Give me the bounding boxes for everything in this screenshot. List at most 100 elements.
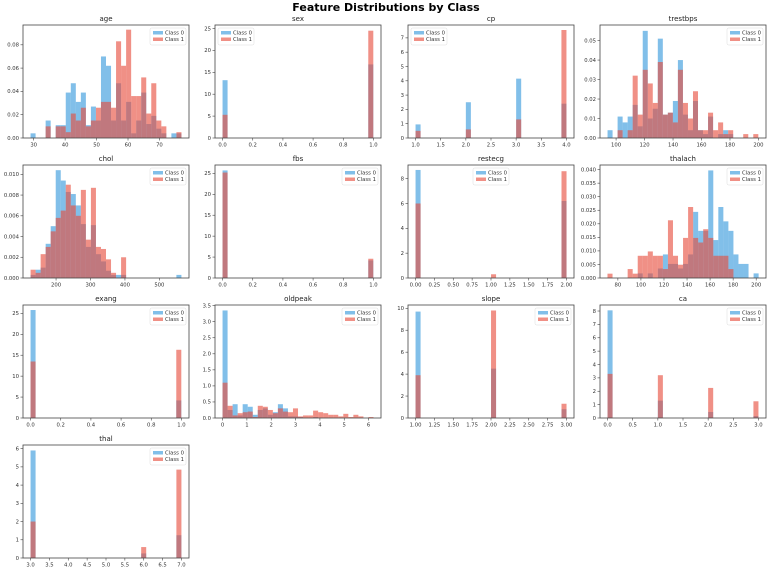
legend-label: Class 0 — [488, 170, 508, 176]
bar-class1 — [176, 469, 182, 558]
legend-label: Class 0 — [742, 30, 762, 36]
x-tick-label: 0.25 — [429, 283, 441, 289]
bar-class1 — [222, 382, 228, 418]
x-tick-label: 60 — [125, 143, 132, 149]
bar-class1 — [662, 269, 668, 278]
y-tick-label: 5 — [208, 114, 211, 120]
bar-class1 — [65, 184, 71, 278]
bar-class1 — [657, 255, 663, 278]
bar-class0 — [617, 116, 623, 138]
bar-class1 — [657, 375, 663, 418]
x-tick-label: 2.0 — [704, 423, 713, 429]
bar-class0 — [708, 170, 714, 278]
y-tick-label: 3 — [16, 501, 19, 507]
bar-class1 — [637, 255, 643, 278]
legend-label: Class 0 — [357, 170, 377, 176]
bar-class1 — [287, 412, 293, 418]
y-tick-label: 0.01 — [584, 116, 596, 122]
x-tick-label: 80 — [614, 283, 621, 289]
y-tick-label: 4 — [401, 372, 405, 378]
x-tick-label: 30 — [30, 143, 37, 149]
y-tick-label: 6 — [593, 336, 597, 342]
y-tick-label: 0.035 — [581, 181, 596, 187]
x-tick-label: 3.00 — [561, 423, 573, 429]
bar-class1 — [45, 126, 51, 138]
bar-class1 — [652, 102, 658, 138]
legend-label: Class 1 — [742, 177, 761, 183]
x-tick-label: 0.50 — [447, 283, 459, 289]
bar-class1 — [607, 273, 613, 278]
x-tick-label: 7.0 — [177, 563, 186, 569]
bar-class1 — [106, 259, 112, 278]
panel-fbs: fbs 0.0 0.2 0.4 0.6 0.8 1.0 0 5 10 15 20 25 Class 0Cl… — [204, 155, 382, 289]
legend-label: Class 1 — [233, 37, 252, 43]
bar-class1 — [131, 96, 137, 138]
bar-class1 — [632, 273, 638, 278]
y-tick-label: 7 — [401, 36, 404, 42]
x-tick-label: 0.6 — [309, 143, 318, 149]
panel-title: cp — [487, 15, 496, 23]
x-tick-label: 0.2 — [249, 283, 257, 289]
y-tick-label: 15 — [204, 70, 211, 76]
y-tick-label: 0.005 — [581, 262, 596, 268]
bar-class1 — [126, 29, 132, 139]
bar-class1 — [627, 269, 633, 278]
bar-class1 — [232, 415, 238, 418]
bar-class1 — [45, 246, 51, 278]
bar-class1 — [60, 210, 66, 278]
x-tick-label: 0.4 — [87, 423, 96, 429]
y-tick-label: 8 — [593, 309, 597, 315]
bar-class1 — [247, 411, 253, 418]
bar-class0 — [232, 404, 238, 418]
y-tick-label: 0.5 — [203, 400, 211, 406]
legend-swatch — [476, 177, 486, 181]
y-tick-label: 0.008 — [4, 193, 20, 199]
y-tick-label: 0.00 — [7, 136, 19, 142]
x-tick-label: 4.0 — [64, 563, 73, 569]
x-tick-label: 1.00 — [410, 423, 422, 429]
bar-class1 — [30, 269, 36, 278]
bar-class1 — [267, 409, 273, 418]
bar-class1 — [516, 119, 522, 138]
x-tick-label: 5.0 — [102, 563, 111, 569]
bar-class1 — [100, 101, 106, 138]
bar-class1 — [642, 69, 648, 138]
bar-class1 — [111, 272, 117, 278]
y-tick-label: 8 — [401, 176, 405, 182]
bar-class0 — [627, 116, 633, 138]
x-tick-label: 2.5 — [487, 143, 495, 149]
bar-class1 — [652, 255, 658, 278]
bar-class1 — [222, 172, 228, 278]
bar-class1 — [161, 126, 167, 138]
panel-title: fbs — [293, 155, 304, 163]
y-tick-label: 0 — [208, 276, 212, 282]
panel-title: restecg — [478, 155, 504, 163]
y-tick-label: 1 — [593, 402, 596, 408]
bar-class1 — [678, 264, 684, 278]
x-tick-label: 50 — [93, 143, 100, 149]
legend-label: Class 0 — [357, 310, 377, 316]
bar-class0 — [728, 230, 734, 278]
x-tick-label: 0.5 — [628, 423, 636, 429]
legend-swatch — [730, 37, 740, 41]
y-tick-label: 3.5 — [203, 303, 211, 309]
x-tick-label: 3.0 — [512, 143, 521, 149]
y-tick-label: 6 — [16, 446, 20, 452]
bar-class1 — [106, 101, 112, 138]
y-tick-label: 0 — [401, 136, 405, 142]
bar-class1 — [292, 408, 299, 418]
axes-frame — [22, 164, 190, 279]
legend-swatch — [153, 457, 163, 461]
x-tick-label: 6 — [367, 423, 371, 429]
y-tick-label: 3 — [401, 93, 404, 99]
bar-class1 — [146, 113, 152, 138]
bar-class1 — [237, 413, 243, 418]
x-tick-label: 1.25 — [429, 423, 441, 429]
y-tick-label: 10 — [397, 306, 404, 312]
y-tick-label: 2.0 — [203, 352, 212, 358]
x-tick-label: 4.5 — [83, 563, 91, 569]
